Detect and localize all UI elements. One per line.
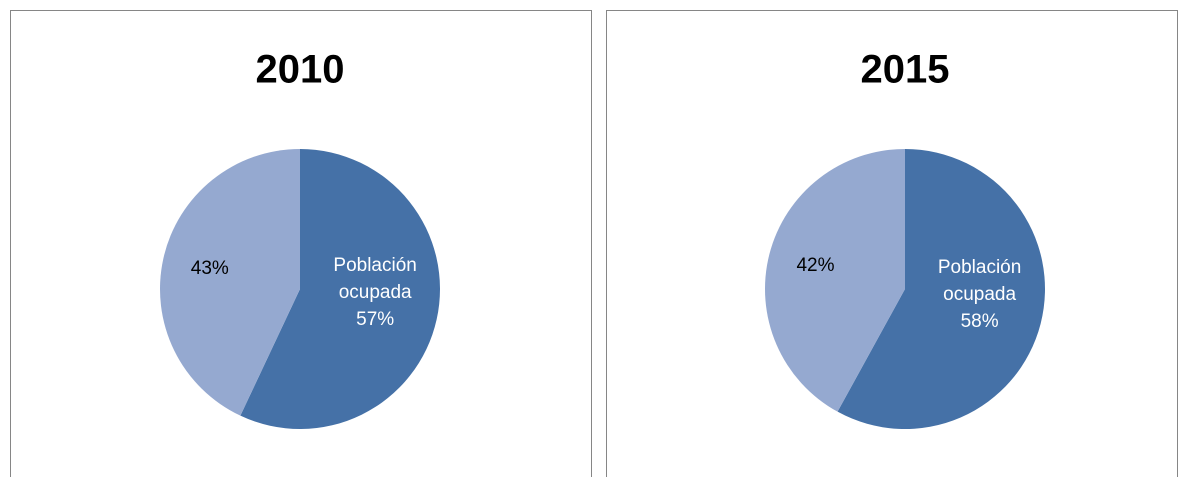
chart-title: 2015 [861,48,950,92]
pie-slice [160,149,300,416]
panel-border [606,10,1178,477]
slice-value-label: 57% [356,309,394,330]
pie-slice [240,149,441,429]
slice-category-label: Población ocupada [938,257,1021,305]
chart-title: 2010 [256,48,345,92]
slice-category-label: Población ocupada [333,255,416,303]
slice-value-label: 58% [961,311,999,332]
pie-slice [765,149,905,412]
slice-value-label: 42% [796,255,834,276]
slice-value-label: 43% [191,258,229,279]
pie-slice [837,149,1045,429]
panel-border [10,10,592,477]
